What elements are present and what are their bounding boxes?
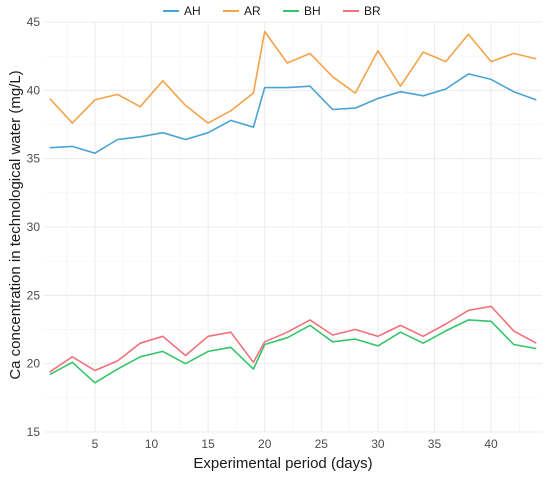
x-tick-label: 35 [428,437,442,451]
x-tick-label: 20 [258,437,272,451]
series-line-ar [49,30,537,124]
y-tick-label: 25 [27,288,41,302]
series-line-br [49,305,537,373]
x-tick-label: 30 [371,437,385,451]
x-axis-title: Experimental period (days) [193,455,372,472]
y-tick-label: 15 [27,425,41,439]
x-tick-label: 40 [484,437,498,451]
y-tick-label: 30 [27,220,41,234]
series-line-ah [49,73,537,154]
x-tick-label: 5 [92,437,99,451]
y-tick-label: 40 [27,83,41,97]
x-tick-label: 15 [201,437,215,451]
y-tick-labels: 15 20 25 30 35 40 45 [27,15,41,439]
legend-label-ar: AR [244,4,261,18]
legend: AH AR BH BR [163,4,381,18]
y-tick-label: 35 [27,152,41,166]
legend-label-br: BR [364,4,381,18]
series-lines [49,30,537,384]
y-tick-label: 20 [27,357,41,371]
y-tick-label: 45 [27,15,41,29]
grid [44,21,542,433]
x-tick-label: 10 [145,437,159,451]
legend-label-ah: AH [184,4,201,18]
x-tick-labels: 5 10 15 20 25 30 35 40 [92,437,498,451]
series-line-bh [49,319,537,384]
y-axis-title: Ca concentration in technological water … [7,70,24,379]
x-tick-label: 25 [315,437,329,451]
legend-label-bh: BH [304,4,321,18]
